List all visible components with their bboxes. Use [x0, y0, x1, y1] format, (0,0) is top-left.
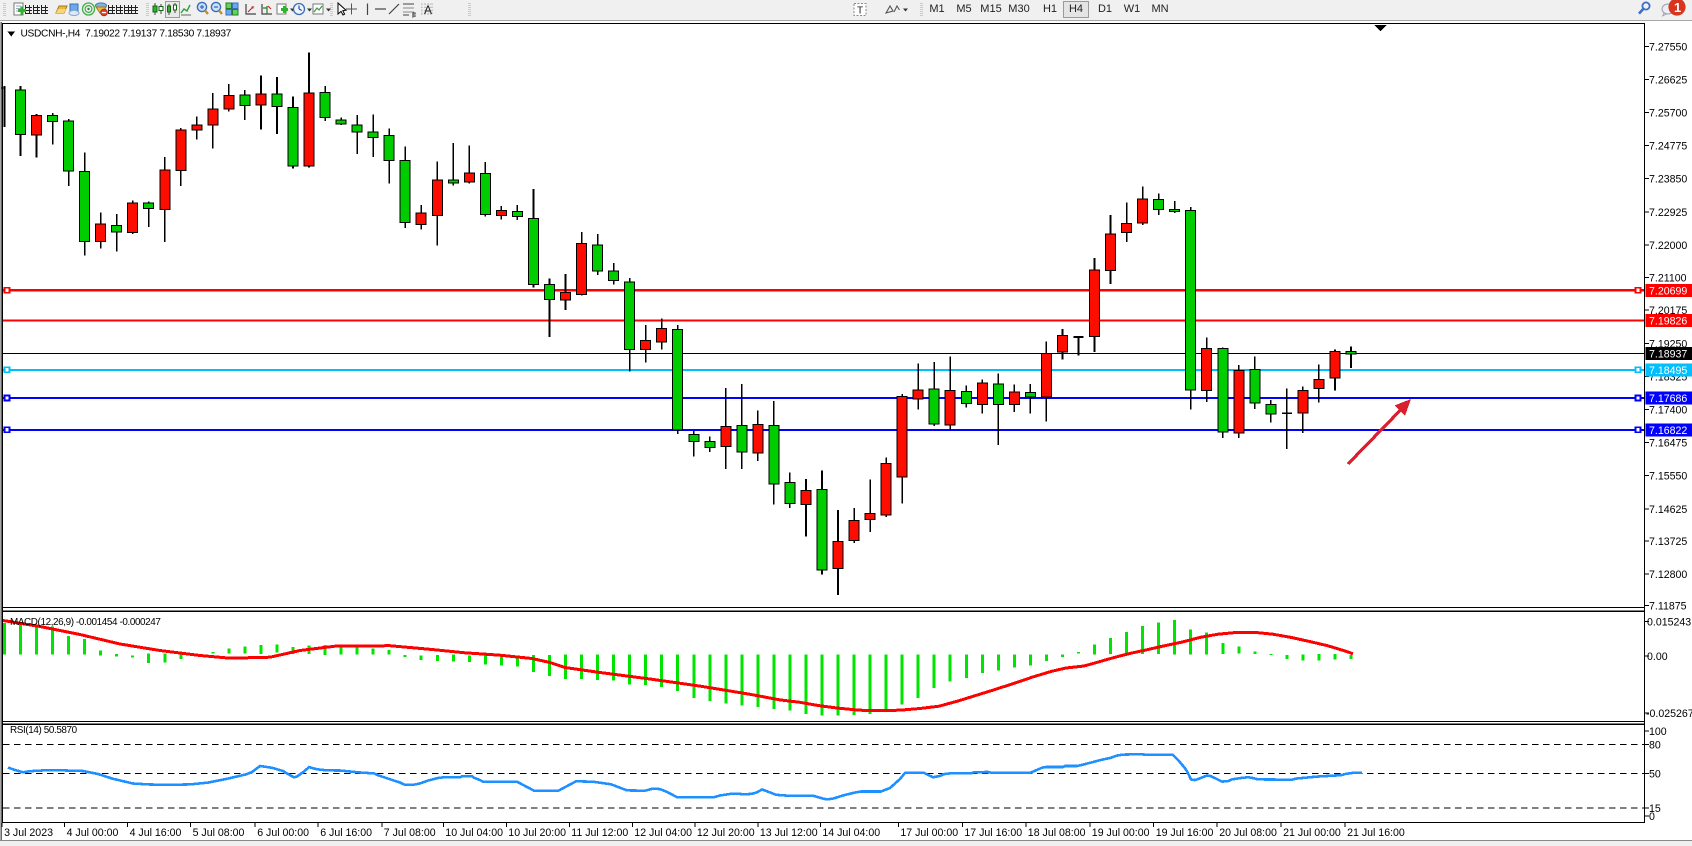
svg-text:E: E	[412, 13, 416, 19]
svg-text:7.24775: 7.24775	[1649, 141, 1687, 153]
svg-text:7.16822: 7.16822	[1649, 425, 1687, 437]
svg-text:50: 50	[1649, 768, 1661, 780]
svg-text:-0.025267: -0.025267	[1646, 708, 1692, 720]
svg-text:F: F	[412, 13, 416, 20]
svg-text:4 Jul 16:00: 4 Jul 16:00	[130, 827, 182, 839]
svg-text:7.20699: 7.20699	[1649, 285, 1687, 297]
svg-text:7.23850: 7.23850	[1649, 174, 1687, 186]
svg-text:7.13725: 7.13725	[1649, 536, 1687, 548]
svg-text:18 Jul 08:00: 18 Jul 08:00	[1028, 827, 1086, 839]
svg-text:0.00: 0.00	[1647, 651, 1668, 663]
svg-text:USDCNH-,H4 7.19022 7.19137 7.: USDCNH-,H4 7.19022 7.19137 7.18530 7.189…	[21, 29, 232, 40]
svg-text:15: 15	[1649, 803, 1661, 815]
svg-text:7.18937: 7.18937	[1649, 349, 1687, 361]
svg-text:7.12800: 7.12800	[1649, 569, 1687, 581]
svg-text:3 Jul 2023: 3 Jul 2023	[4, 827, 53, 839]
svg-text:11 Jul 12:00: 11 Jul 12:00	[571, 827, 628, 839]
svg-text:20 Jul 08:00: 20 Jul 08:00	[1219, 827, 1277, 839]
svg-text:19 Jul 00:00: 19 Jul 00:00	[1092, 827, 1150, 839]
svg-text:5 Jul 08:00: 5 Jul 08:00	[193, 827, 245, 839]
svg-text:1: 1	[1674, 0, 1681, 15]
svg-text:14 Jul 04:00: 14 Jul 04:00	[822, 827, 880, 839]
svg-text:10 Jul 04:00: 10 Jul 04:00	[445, 827, 503, 839]
svg-text:0.015243: 0.015243	[1647, 616, 1691, 628]
svg-text:7.22000: 7.22000	[1649, 240, 1687, 252]
svg-text:T: T	[857, 6, 863, 17]
svg-text:7.27550: 7.27550	[1649, 41, 1687, 53]
svg-text:MACD(12,26,9) -0.001454 -0.000: MACD(12,26,9) -0.001454 -0.000247	[10, 617, 161, 628]
svg-text:6 Jul 16:00: 6 Jul 16:00	[320, 827, 372, 839]
svg-text:RSI(14) 50.5870: RSI(14) 50.5870	[10, 725, 78, 736]
svg-text:6 Jul 00:00: 6 Jul 00:00	[257, 827, 309, 839]
svg-text:7.11875: 7.11875	[1649, 601, 1687, 613]
svg-text:7.22925: 7.22925	[1649, 207, 1687, 219]
svg-text:19 Jul 16:00: 19 Jul 16:00	[1156, 827, 1214, 839]
svg-text:17 Jul 00:00: 17 Jul 00:00	[900, 827, 958, 839]
svg-text:13 Jul 12:00: 13 Jul 12:00	[760, 827, 818, 839]
svg-text:12 Jul 04:00: 12 Jul 04:00	[634, 827, 692, 839]
svg-text:7.25700: 7.25700	[1649, 108, 1687, 120]
svg-text:7.19826: 7.19826	[1649, 315, 1687, 327]
svg-text:7.17400: 7.17400	[1649, 405, 1687, 417]
svg-text:80: 80	[1649, 739, 1661, 751]
svg-text:12 Jul 20:00: 12 Jul 20:00	[697, 827, 755, 839]
svg-text:7.21100: 7.21100	[1649, 272, 1687, 284]
svg-text:100: 100	[1649, 726, 1667, 738]
svg-text:A: A	[424, 3, 432, 17]
svg-text:7.15550: 7.15550	[1649, 471, 1687, 483]
svg-text:7.18495: 7.18495	[1649, 365, 1687, 377]
svg-text:7.17686: 7.17686	[1649, 393, 1687, 405]
svg-text:0: 0	[1649, 811, 1655, 823]
svg-text:21 Jul 00:00: 21 Jul 00:00	[1283, 827, 1341, 839]
svg-text:17 Jul 16:00: 17 Jul 16:00	[964, 827, 1022, 839]
svg-text:7 Jul 08:00: 7 Jul 08:00	[384, 827, 436, 839]
svg-text:7.16475: 7.16475	[1649, 438, 1687, 450]
svg-text:7.14625: 7.14625	[1649, 504, 1687, 516]
svg-text:21 Jul 16:00: 21 Jul 16:00	[1347, 827, 1405, 839]
svg-text:4 Jul 00:00: 4 Jul 00:00	[67, 827, 119, 839]
svg-text:10 Jul 20:00: 10 Jul 20:00	[508, 827, 566, 839]
svg-text:7.26625: 7.26625	[1649, 74, 1687, 86]
